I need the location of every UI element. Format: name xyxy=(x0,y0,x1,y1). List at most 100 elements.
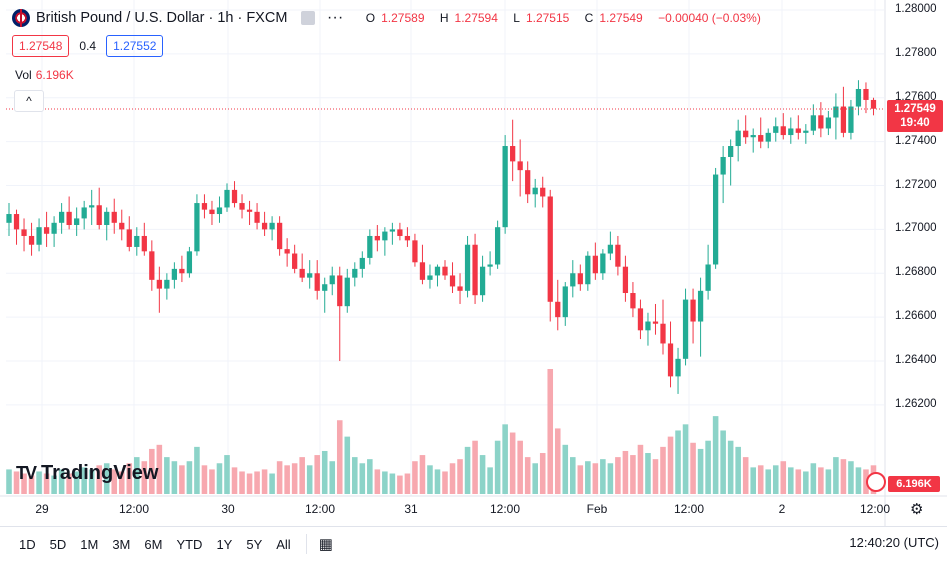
candle-body xyxy=(825,117,832,129)
candle-body xyxy=(292,253,298,269)
calendar-icon[interactable]: ▦ xyxy=(318,536,333,553)
candle-body xyxy=(622,266,629,294)
earnings-globe-icon[interactable] xyxy=(866,472,886,492)
time-tick-label: 2 xyxy=(778,502,786,516)
bottom-toolbar: 1D 5D 1M 3M 6M YTD 1Y 5Y All ▦ xyxy=(0,526,947,561)
candle-body xyxy=(43,227,50,234)
volume-bar xyxy=(269,473,275,494)
candle-body xyxy=(36,227,42,245)
volume-bar xyxy=(607,463,614,494)
volume-bar xyxy=(434,469,441,494)
timeframe-5y[interactable]: 5Y xyxy=(246,536,263,552)
candle-body xyxy=(457,286,463,291)
candle-body xyxy=(111,211,117,223)
price-tick-label: 1.27600 xyxy=(895,90,937,103)
trade-prices: 1.27548 0.4 1.27552 xyxy=(12,35,164,57)
candle-body xyxy=(660,323,666,344)
tradingview-logo[interactable]: TV TradingView xyxy=(16,462,158,485)
volume-bar xyxy=(314,455,320,494)
candle-body xyxy=(344,277,350,307)
high-value: 1.27594 xyxy=(454,11,498,25)
volume-bar xyxy=(810,463,817,494)
volume-bar xyxy=(28,475,35,494)
gear-icon[interactable]: ⚙ xyxy=(910,501,924,518)
candle-body xyxy=(750,135,756,138)
volume-bar xyxy=(186,461,193,494)
timeframe-6m[interactable]: 6M xyxy=(144,536,163,552)
candle-body xyxy=(134,235,140,247)
volume-bar xyxy=(750,467,756,494)
candle-body xyxy=(374,235,380,241)
volume-bar xyxy=(246,473,253,494)
volume-bar xyxy=(825,469,832,494)
time-tick-label: 12:00 xyxy=(489,502,521,516)
volume-bar xyxy=(577,465,584,494)
square-icon[interactable] xyxy=(301,11,316,25)
collapse-legend-button[interactable]: ^ xyxy=(14,90,44,112)
volume-bar xyxy=(141,461,148,494)
volume-bar xyxy=(13,471,20,494)
candle-body xyxy=(570,273,576,287)
timeframe-1m[interactable]: 1M xyxy=(80,536,99,552)
timeframe-1y[interactable]: 1Y xyxy=(216,536,233,552)
candle-body xyxy=(870,99,877,109)
volume-bar xyxy=(600,459,606,494)
volume-bar xyxy=(412,461,418,494)
timeframe-5d[interactable]: 5D xyxy=(49,536,67,552)
timeframe-1d[interactable]: 1D xyxy=(19,536,36,552)
candle-body xyxy=(51,222,57,234)
candle-body xyxy=(239,203,245,210)
price-chart[interactable] xyxy=(0,0,947,527)
change-value: −0.00040 (−0.03%) xyxy=(658,11,761,25)
volume-bar xyxy=(88,469,95,494)
buy-button[interactable]: 1.27552 xyxy=(106,35,164,57)
timeframe-3m[interactable]: 3M xyxy=(112,536,131,552)
candle-body xyxy=(577,273,583,285)
candle-body xyxy=(352,268,358,278)
volume-value: 6.196K xyxy=(35,68,74,82)
volume-bar xyxy=(667,436,674,494)
volume-bar xyxy=(833,457,839,494)
symbol-title[interactable]: British Pound / U.S. Dollar · 1h · FXCM xyxy=(36,10,288,26)
volume-bar xyxy=(81,467,87,494)
candle-body xyxy=(329,275,335,285)
volume-bar xyxy=(344,436,351,494)
volume-bar xyxy=(727,440,734,494)
candle-body xyxy=(419,262,426,280)
candle-body xyxy=(96,205,102,225)
volume-bar xyxy=(118,471,125,494)
candle-body xyxy=(397,229,403,236)
sell-button[interactable]: 1.27548 xyxy=(12,35,70,57)
price-tick-label: 1.27000 xyxy=(895,222,937,235)
candle-body xyxy=(21,229,27,236)
more-dots-icon[interactable]: ∙∙∙ xyxy=(327,9,344,26)
price-tick-label: 1.27400 xyxy=(895,134,937,147)
volume-bar xyxy=(697,448,704,494)
candle-body xyxy=(863,88,869,100)
volume-bar xyxy=(209,469,215,494)
volume-bar xyxy=(554,428,561,494)
timeframe-ytd[interactable]: YTD xyxy=(176,536,203,552)
utc-clock[interactable]: 12:40:20 (UTC) xyxy=(849,535,939,550)
price-tick-label: 1.26200 xyxy=(895,397,937,410)
candle-body xyxy=(803,130,809,133)
candle-body xyxy=(224,189,230,208)
timeframe-all[interactable]: All xyxy=(276,536,291,552)
volume-bar xyxy=(720,430,726,494)
volume-bar xyxy=(231,467,238,494)
candle-body xyxy=(337,275,343,307)
volume-bar xyxy=(51,475,57,494)
candle-body xyxy=(276,222,283,250)
candle-body xyxy=(314,273,320,291)
volume-bar xyxy=(103,463,110,494)
candle-body xyxy=(637,308,644,331)
candle-body xyxy=(682,299,689,359)
volume-bar xyxy=(21,473,27,494)
candle-body xyxy=(765,132,771,142)
candle-body xyxy=(705,264,711,291)
candle-body xyxy=(562,286,568,318)
candle-body xyxy=(89,205,95,208)
volume-bar xyxy=(637,444,644,494)
volume-bar xyxy=(224,455,230,494)
volume-bar xyxy=(517,440,523,494)
